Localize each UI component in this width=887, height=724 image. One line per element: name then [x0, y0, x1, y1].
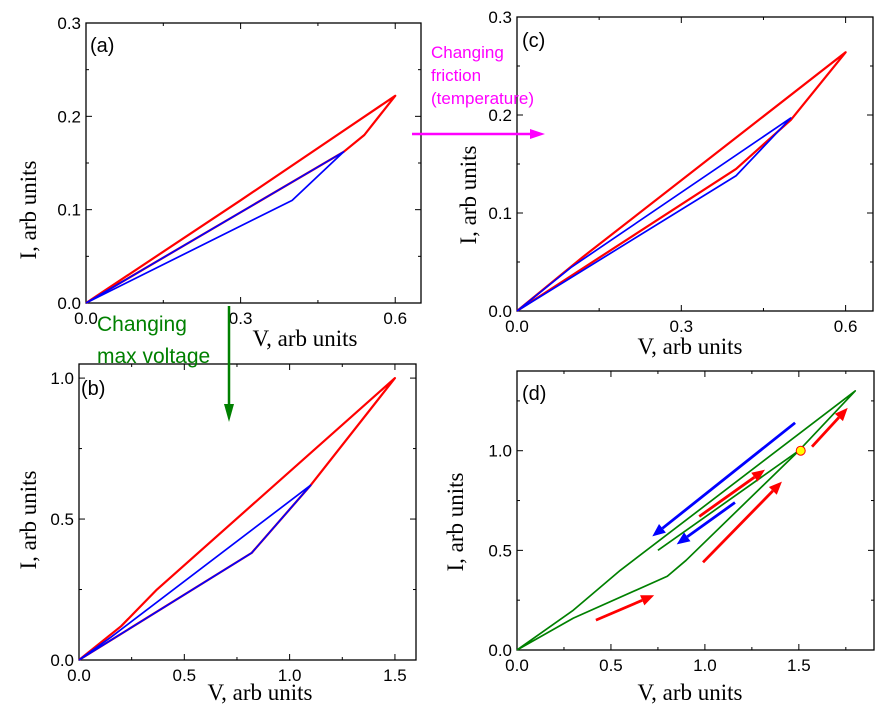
x-axis-label: V, arb units [638, 680, 743, 705]
friction-annotation: Changing friction (temperature) [412, 43, 545, 139]
panel-label: (c) [522, 30, 545, 52]
x-tick-label: 0.6 [834, 317, 858, 336]
x-tick-label: 0.5 [599, 656, 623, 675]
direction-arrow-shaft [661, 421, 796, 530]
x-tick-label: 0.0 [67, 666, 91, 685]
series-line [85, 94, 397, 304]
plot-frame [516, 370, 875, 651]
y-tick-label: 0.5 [50, 510, 74, 529]
x-tick-label: 0.5 [172, 666, 196, 685]
y-tick-label: 0.0 [50, 651, 74, 670]
direction-arrow-head [640, 595, 655, 606]
direction-arrow-head [676, 532, 691, 545]
series-line [516, 390, 857, 651]
x-tick-label: 1.5 [383, 666, 407, 685]
y-tick-label: 0.0 [488, 302, 512, 321]
x-tick-label: 0.0 [505, 656, 529, 675]
y-tick-label: 0.3 [57, 14, 81, 33]
series-line [516, 117, 792, 312]
direction-arrow-shaft [702, 489, 774, 564]
direction-arrow-head [751, 469, 766, 482]
voltage-annotation: Changing max voltage [97, 306, 234, 422]
friction-annotation-text: friction [431, 66, 481, 85]
plot-frame [78, 363, 417, 661]
y-tick-label: 0.3 [488, 8, 512, 27]
direction-arrow-shaft [595, 599, 643, 622]
series-line [85, 150, 345, 304]
y-tick-label: 0.1 [57, 201, 81, 220]
x-axis-label: V, arb units [208, 680, 313, 705]
y-axis-label: I, arb units [443, 472, 468, 571]
series-line [657, 450, 800, 552]
panel-d: 0.0 0.5 1.0 1.5 0.0 0.5 1.0 V, arb units I, arb … [443, 370, 875, 705]
y-axis-label: I, arb units [16, 160, 41, 259]
panel-label: (d) [522, 383, 546, 405]
x-axis-label: V, arb units [253, 326, 358, 351]
series-line [78, 376, 397, 661]
x-tick-label: 1.0 [278, 666, 302, 685]
voltage-annotation-text: max voltage [97, 345, 210, 368]
voltage-arrow-head [224, 404, 234, 422]
y-tick-label: 0.2 [57, 107, 81, 126]
y-axis-label: I, arb units [16, 470, 41, 569]
friction-arrow-head [530, 129, 545, 139]
direction-arrow-shaft [810, 416, 840, 448]
direction-arrow-head [834, 407, 848, 422]
x-tick-label: 1.0 [693, 656, 717, 675]
direction-arrow-shaft [698, 476, 756, 518]
x-tick-label: 0.0 [505, 317, 529, 336]
voltage-annotation-text: Changing [97, 313, 187, 336]
direction-arrow-head [768, 481, 782, 495]
x-tick-label: 1.5 [787, 656, 811, 675]
y-tick-label: 0.2 [488, 106, 512, 125]
x-axis-label: V, arb units [638, 334, 743, 359]
friction-annotation-text: (temperature) [431, 89, 534, 108]
series-line [78, 484, 312, 661]
y-tick-label: 0.0 [488, 641, 512, 660]
plot-frame [85, 22, 422, 304]
x-tick-label: 0.3 [229, 309, 253, 328]
y-tick-label: 0.0 [57, 294, 81, 313]
panel-label: (a) [90, 35, 114, 57]
panel-label: (b) [81, 378, 105, 400]
y-tick-label: 0.5 [488, 541, 512, 560]
y-tick-label: 0.1 [488, 204, 512, 223]
y-tick-label: 1.0 [50, 369, 74, 388]
direction-arrow-shaft [686, 501, 736, 538]
x-tick-label: 0.3 [669, 317, 693, 336]
x-tick-label: 0.0 [74, 309, 98, 328]
y-tick-label: 1.0 [488, 442, 512, 461]
y-axis-label: I, arb units [456, 145, 481, 244]
friction-annotation-text: Changing [431, 43, 504, 62]
x-tick-label: 0.6 [383, 309, 407, 328]
crossing-point-marker [795, 445, 806, 456]
direction-arrow-head [652, 524, 666, 537]
